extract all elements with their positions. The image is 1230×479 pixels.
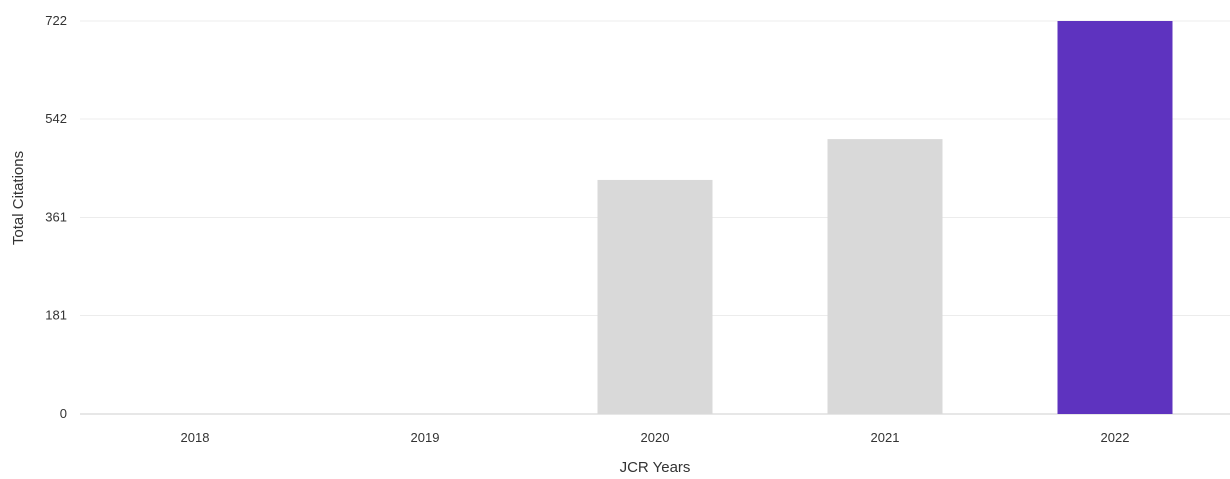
x-axis-title: JCR Years	[620, 459, 691, 476]
y-tick-label: 722	[45, 13, 67, 28]
x-tick-label: 2022	[1101, 430, 1130, 445]
bar-2020[interactable]	[597, 179, 713, 414]
x-tick-label: 2018	[181, 430, 210, 445]
y-tick-label: 542	[45, 111, 67, 126]
y-axis-ticks: 0 181 361 542 722	[45, 13, 67, 421]
x-tick-label: 2020	[641, 430, 670, 445]
y-tick-label: 0	[60, 406, 67, 421]
y-tick-label: 361	[45, 210, 67, 225]
bar-layer	[597, 21, 1173, 414]
bar-2021[interactable]	[827, 139, 943, 414]
y-tick-label: 181	[45, 307, 67, 322]
bar-2022[interactable]	[1057, 21, 1173, 414]
x-tick-label: 2021	[871, 430, 900, 445]
x-tick-label: 2019	[411, 430, 440, 445]
y-axis-title: Total Citations	[10, 151, 27, 245]
x-axis-ticks: 2018 2019 2020 2021 2022	[181, 430, 1130, 445]
